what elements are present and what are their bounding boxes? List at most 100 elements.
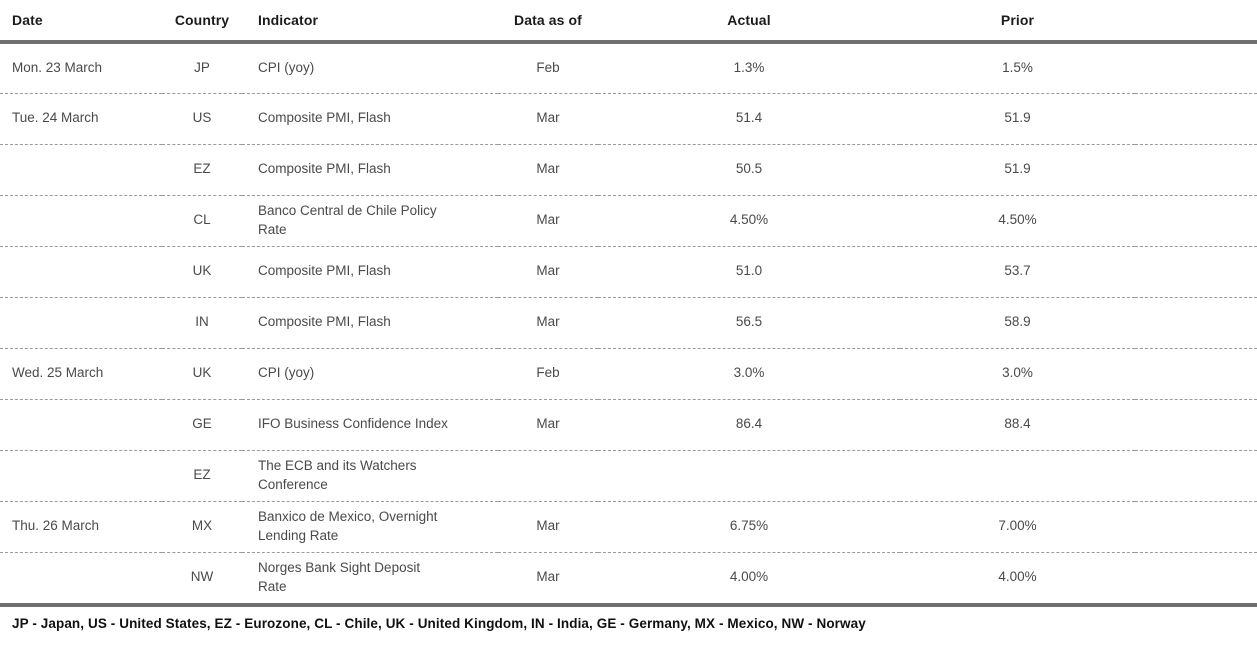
cell-data-as-of: Mar (498, 399, 598, 451)
cell-date (0, 144, 162, 196)
cell-indicator: CPI (yoy) (242, 348, 498, 400)
cell-indicator: Composite PMI, Flash (242, 246, 498, 298)
column-header-filler (1135, 0, 1257, 44)
cell-country: MX (162, 501, 242, 553)
cell-filler (1135, 450, 1257, 502)
cell-country: IN (162, 297, 242, 349)
header-row: Date Country Indicator Data as of Actual… (0, 0, 1257, 44)
cell-actual (598, 450, 900, 502)
cell-indicator: Banxico de Mexico, Overnight Lending Rat… (242, 501, 498, 553)
table-row: CL Banco Central de Chile Policy Rate Ma… (0, 195, 1257, 247)
column-header-country: Country (162, 0, 242, 44)
cell-filler (1135, 399, 1257, 451)
cell-prior: 53.7 (900, 246, 1135, 298)
cell-actual: 6.75% (598, 501, 900, 553)
cell-indicator: IFO Business Confidence Index (242, 399, 498, 451)
cell-filler (1135, 195, 1257, 247)
cell-filler (1135, 93, 1257, 145)
cell-filler (1135, 501, 1257, 553)
cell-data-as-of: Mar (498, 195, 598, 247)
cell-data-as-of: Feb (498, 42, 598, 94)
cell-country: US (162, 93, 242, 145)
cell-prior: 58.9 (900, 297, 1135, 349)
cell-date (0, 246, 162, 298)
cell-data-as-of: Feb (498, 348, 598, 400)
table-header: Date Country Indicator Data as of Actual… (0, 0, 1257, 44)
table-row: NW Norges Bank Sight Deposit Rate Mar 4.… (0, 552, 1257, 603)
table-row: Tue. 24 March US Composite PMI, Flash Ma… (0, 93, 1257, 145)
cell-country: EZ (162, 144, 242, 196)
table-row: EZ Composite PMI, Flash Mar 50.5 51.9 (0, 144, 1257, 196)
cell-country: CL (162, 195, 242, 247)
column-header-actual: Actual (598, 0, 900, 44)
cell-actual: 4.50% (598, 195, 900, 247)
column-header-data-as-of: Data as of (498, 0, 598, 44)
cell-country: UK (162, 348, 242, 400)
cell-country: NW (190, 569, 214, 585)
cell-filler (1135, 348, 1257, 400)
cell-prior: 7.00% (900, 501, 1135, 553)
cell-indicator: Composite PMI, Flash (242, 144, 498, 196)
table-row: GE IFO Business Confidence Index Mar 86.… (0, 399, 1257, 451)
bottom-rule (0, 603, 1257, 607)
cell-data-as-of: Mar (498, 144, 598, 196)
cell-prior: 1.5% (900, 42, 1135, 94)
cell-actual: 3.0% (598, 348, 900, 400)
cell-filler (1135, 42, 1257, 94)
cell-actual: 86.4 (598, 399, 900, 451)
cell-indicator: CPI (yoy) (242, 42, 498, 94)
cell-actual: 50.5 (598, 144, 900, 196)
table-row: IN Composite PMI, Flash Mar 56.5 58.9 (0, 297, 1257, 349)
cell-actual: 1.3% (598, 42, 900, 94)
cell-prior: 3.0% (900, 348, 1135, 400)
cell-filler (1135, 144, 1257, 196)
cell-actual: 56.5 (598, 297, 900, 349)
cell-prior (900, 450, 1135, 502)
cell-date: Mon. 23 March (0, 42, 162, 94)
cell-country: GE (162, 399, 242, 451)
cell-date (0, 399, 162, 451)
cell-data-as-of: Mar (498, 297, 598, 349)
column-header-indicator: Indicator (242, 0, 498, 44)
cell-indicator: Composite PMI, Flash (242, 297, 498, 349)
cell-prior: 51.9 (900, 144, 1135, 196)
cell-data-as-of: Mar (536, 569, 560, 585)
cell-actual: 51.0 (598, 246, 900, 298)
cell-indicator: Composite PMI, Flash (242, 93, 498, 145)
economic-calendar-table: Date Country Indicator Data as of Actual… (0, 0, 1257, 631)
calendar-table: Date Country Indicator Data as of Actual… (0, 0, 1257, 603)
cell-filler (1135, 297, 1257, 349)
cell-indicator: Banco Central de Chile Policy Rate (242, 195, 498, 247)
cell-date: Tue. 24 March (0, 93, 162, 145)
table-row: Thu. 26 March MX Banxico de Mexico, Over… (0, 501, 1257, 553)
country-abbreviations-footnote: JP - Japan, US - United States, EZ - Eur… (12, 616, 866, 631)
cell-prior: 51.9 (900, 93, 1135, 145)
cell-prior: 4.00% (998, 569, 1037, 585)
cell-data-as-of: Mar (498, 246, 598, 298)
cell-date: Wed. 25 March (0, 348, 162, 400)
cell-data-as-of (498, 450, 598, 502)
column-header-prior: Prior (900, 0, 1135, 44)
column-header-date: Date (0, 0, 162, 44)
cell-date: Thu. 26 March (0, 501, 162, 553)
cell-country: JP (162, 42, 242, 94)
table-row: UK Composite PMI, Flash Mar 51.0 53.7 (0, 246, 1257, 298)
cell-indicator: The ECB and its Watchers Conference (242, 450, 498, 502)
cell-prior: 4.50% (900, 195, 1135, 247)
cell-actual: 4.00% (729, 569, 769, 585)
cell-date (0, 297, 162, 349)
cell-country: EZ (162, 450, 242, 502)
table-row: Mon. 23 March JP CPI (yoy) Feb 1.3% 1.5% (0, 42, 1257, 94)
cell-date (0, 450, 162, 502)
cell-indicator: Norges Bank Sight Deposit Rate (258, 559, 421, 594)
cell-data-as-of: Mar (498, 501, 598, 553)
cell-filler (1135, 246, 1257, 298)
cell-date (0, 552, 162, 603)
cell-date (0, 195, 162, 247)
cell-prior: 88.4 (900, 399, 1135, 451)
cell-country: UK (162, 246, 242, 298)
table-row: Wed. 25 March UK CPI (yoy) Feb 3.0% 3.0% (0, 348, 1257, 400)
cell-actual: 51.4 (598, 93, 900, 145)
cell-data-as-of: Mar (498, 93, 598, 145)
table-body: Mon. 23 March JP CPI (yoy) Feb 1.3% 1.5%… (0, 42, 1257, 603)
